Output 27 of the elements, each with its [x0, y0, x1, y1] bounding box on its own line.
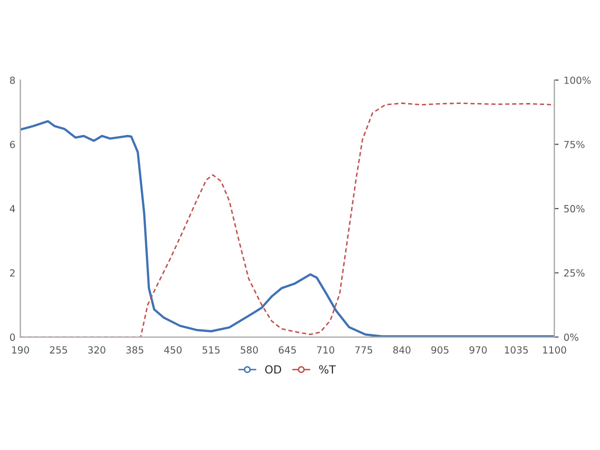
x-tick-label: 255 [50, 346, 67, 354]
x-tick-label: 1035 [504, 346, 528, 354]
y2-tick-label: 100% [564, 76, 591, 84]
y-tick-label: 2 [10, 269, 15, 277]
y-tick-label: 4 [10, 205, 15, 212]
y2-tick-label: 75% [564, 140, 584, 148]
y2-tick-label: 50% [564, 205, 584, 212]
x-tick-label: 385 [126, 346, 144, 354]
legend-label: %T [319, 365, 336, 374]
x-tick-label: 320 [88, 346, 106, 354]
x-tick-label: 710 [317, 346, 334, 354]
x-tick-label: 190 [12, 346, 30, 354]
y-tick-label: 6 [10, 140, 15, 148]
legend-label: OD [265, 365, 282, 374]
x-tick-label: 450 [164, 346, 182, 354]
x-tick-label: 905 [431, 346, 448, 354]
x-tick-label: 515 [202, 346, 220, 354]
x-tick-label: 580 [240, 346, 258, 354]
x-tick-label: 1100 [543, 346, 566, 354]
x-tick-label: 970 [469, 346, 487, 354]
y2-tick-label: 0% [564, 334, 578, 341]
x-tick-label: 645 [278, 346, 296, 354]
y-tick-label: 0 [10, 334, 15, 341]
y-tick-label: 8 [10, 76, 15, 84]
x-tick-label: 775 [355, 346, 372, 354]
y2-tick-label: 25% [564, 269, 584, 277]
x-tick-label: 840 [393, 346, 410, 354]
